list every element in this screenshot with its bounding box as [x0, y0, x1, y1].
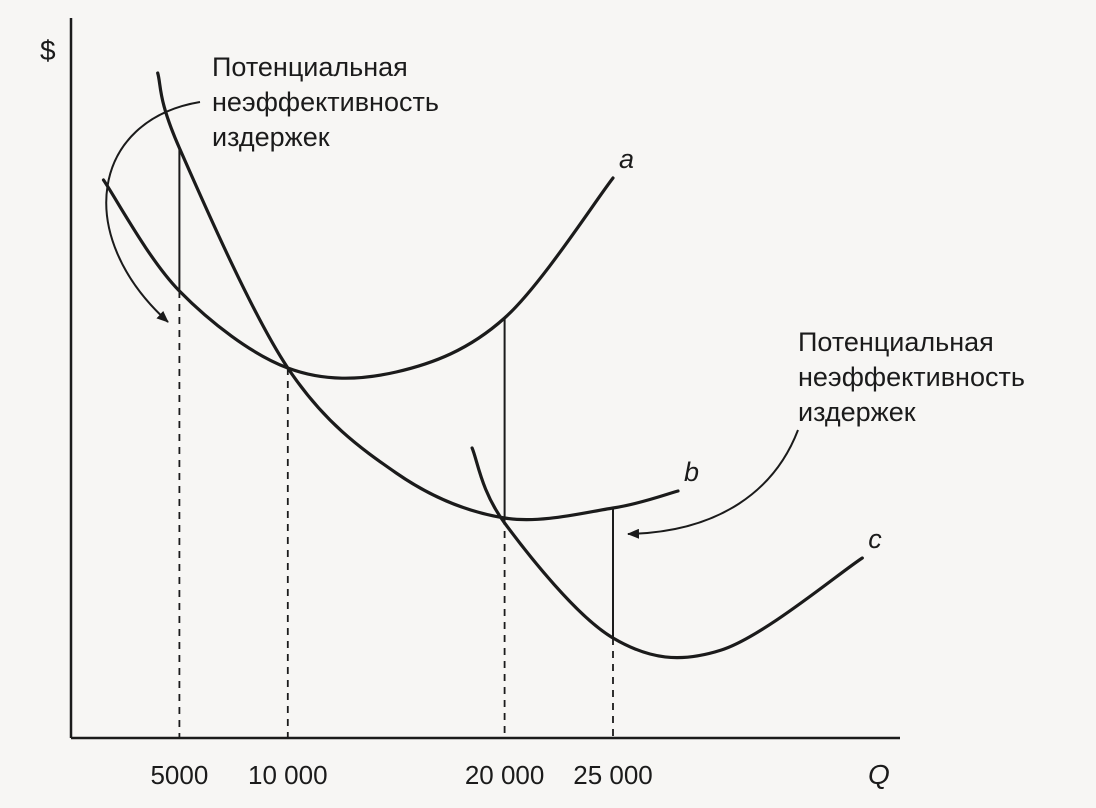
x-tick-label: 10 000 [248, 760, 328, 790]
annotation-1-line-3: издержек [212, 122, 330, 152]
annotations: Потенциальная неэффективность издержек П… [105, 52, 1032, 539]
x-tick-labels: 5000 10 000 20 000 25 000 [150, 760, 652, 790]
annotation-2-arrow [627, 429, 799, 539]
cost-curves [101, 71, 864, 660]
curve-label-a: a [619, 144, 634, 174]
annotation-1-text: Потенциальная неэффективность издержек [212, 52, 446, 152]
curve-label-c: c [868, 524, 882, 554]
x-axis-label: Q [868, 759, 890, 790]
annotation-2-line-2: неэффективность [798, 362, 1025, 392]
curve-c [470, 446, 864, 660]
annotation-2-text: Потенциальная неэффективность издержек [798, 327, 1032, 427]
annotation-2-line-3: издержек [798, 397, 916, 427]
axes: $ Q [40, 18, 900, 790]
curve-labels: a b c [619, 144, 882, 554]
guide-lines [178, 148, 614, 738]
curve-label-b: b [684, 457, 699, 487]
x-tick-label: 25 000 [573, 760, 653, 790]
curve-a [101, 176, 615, 380]
annotation-1-arrow [105, 101, 201, 323]
annotation-1-line-1: Потенциальная [212, 52, 408, 82]
y-axis-label: $ [40, 35, 56, 66]
curve-b [156, 71, 680, 522]
x-tick-label: 20 000 [465, 760, 545, 790]
annotation-1-line-2: неэффективность [212, 87, 439, 117]
x-tick-label: 5000 [150, 760, 208, 790]
annotation-2-line-1: Потенциальная [798, 327, 994, 357]
